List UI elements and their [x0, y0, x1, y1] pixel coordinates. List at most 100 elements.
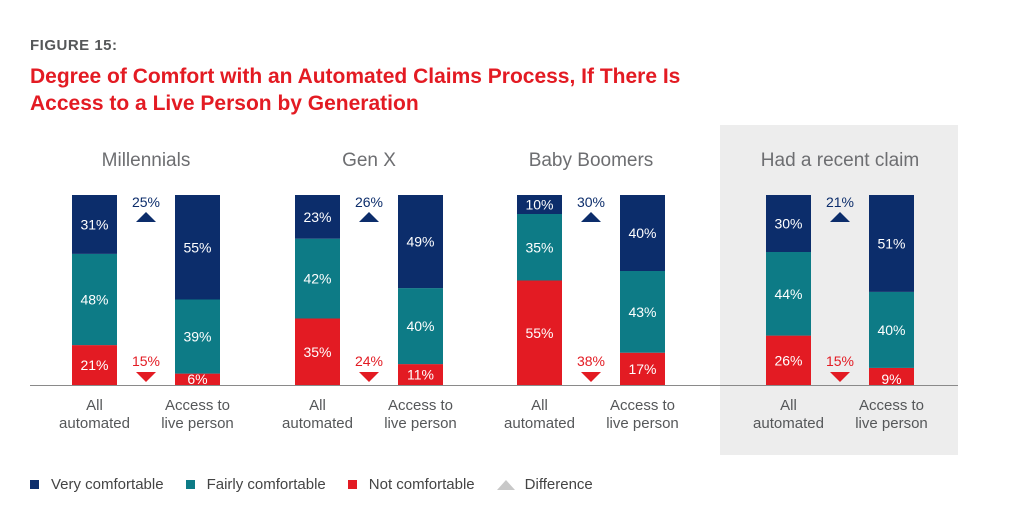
figure-label: FIGURE 15: [30, 37, 118, 54]
category-label: automated [282, 415, 353, 432]
difference-up-label: 30% [577, 194, 605, 210]
bar-segment-very [175, 195, 220, 300]
bar-segment-fairly [620, 271, 665, 353]
bar-segment-fairly [517, 214, 562, 281]
data-label-not: 35% [303, 344, 331, 360]
bar-segment-fairly [295, 238, 340, 319]
bar-segment-fairly [72, 253, 117, 346]
data-label-very: 55% [183, 239, 211, 255]
legend-difference: Difference [496, 476, 593, 493]
group-title: Gen X [342, 150, 396, 171]
bar-segment-not [295, 318, 340, 385]
data-label-very: 49% [406, 234, 434, 250]
category-label: Access to [165, 397, 230, 414]
data-label-not: 17% [628, 361, 656, 377]
bar-segment-not [72, 345, 117, 385]
difference-down-label: 15% [826, 353, 854, 369]
group-title: Baby Boomers [529, 150, 654, 171]
category-label: All [309, 397, 326, 414]
data-label-fairly: 42% [303, 271, 331, 287]
data-label-fairly: 35% [525, 239, 553, 255]
bar-segment-not [620, 352, 665, 385]
bar-segment-not [869, 367, 914, 385]
legend-very-comfortable: Very comfortable [30, 476, 164, 493]
bar-segment-not [517, 280, 562, 385]
category-label: automated [753, 415, 824, 432]
data-label-very: 23% [303, 209, 331, 225]
legend-label: Difference [524, 476, 593, 493]
category-label: live person [384, 415, 457, 432]
data-label-very: 51% [877, 235, 905, 251]
data-label-fairly: 39% [183, 329, 211, 345]
group-title: Millennials [102, 150, 191, 171]
category-label: live person [161, 415, 234, 432]
category-label: Access to [388, 397, 453, 414]
bar-segment-very [620, 195, 665, 271]
data-label-not: 55% [525, 325, 553, 341]
data-label-fairly: 43% [628, 304, 656, 320]
category-label: All [780, 397, 797, 414]
bar-segment-not [175, 373, 220, 385]
category-label: All [531, 397, 548, 414]
bar-segment-not [398, 364, 443, 385]
data-label-not: 6% [187, 371, 207, 387]
category-label: All [86, 397, 103, 414]
legend-fairly-comfortable: Fairly comfortable [185, 476, 326, 493]
bar-segment-fairly [869, 291, 914, 368]
difference-up-arrow [359, 212, 379, 222]
bar-segment-not [766, 335, 811, 385]
group-title: Had a recent claim [761, 150, 919, 171]
bar-segment-very [398, 195, 443, 289]
legend-swatch-not [347, 480, 357, 489]
data-label-fairly: 40% [877, 322, 905, 338]
data-label-very: 40% [628, 225, 656, 241]
legend-label: Fairly comfortable [206, 476, 326, 493]
category-label: Access to [859, 397, 924, 414]
data-label-not: 21% [80, 357, 108, 373]
legend-label: Very comfortable [51, 476, 164, 493]
data-label-not: 11% [407, 367, 434, 383]
bar-segment-very [517, 195, 562, 214]
legend-label: Not comfortable [368, 476, 475, 493]
category-label: automated [59, 415, 130, 432]
difference-up-arrow [136, 212, 156, 222]
category-label: Access to [610, 397, 675, 414]
difference-up-arrow [830, 212, 850, 222]
data-label-very: 31% [80, 216, 108, 232]
difference-down-arrow [581, 372, 601, 382]
bar-segment-very [766, 195, 811, 252]
highlight-panel [720, 125, 958, 455]
difference-up-label: 21% [826, 194, 854, 210]
triangle-icon [496, 479, 515, 490]
difference-down-arrow [830, 372, 850, 382]
bar-segment-very [295, 195, 340, 239]
data-label-very: 10% [525, 197, 553, 213]
data-label-not: 9% [881, 371, 901, 387]
difference-up-arrow [581, 212, 601, 222]
difference-down-label: 38% [577, 353, 605, 369]
bar-segment-fairly [175, 299, 220, 374]
difference-down-arrow [136, 372, 156, 382]
bar-segment-fairly [398, 288, 443, 365]
bar-segment-very [72, 195, 117, 254]
difference-down-label: 15% [132, 353, 160, 369]
data-label-not: 26% [774, 352, 802, 368]
legend-swatch-very [30, 480, 39, 489]
legend: Very comfortable Fairly comfortable Not … [30, 476, 615, 493]
data-label-fairly: 48% [80, 292, 108, 308]
category-label: live person [606, 415, 679, 432]
category-label: automated [504, 415, 575, 432]
difference-down-label: 24% [355, 353, 383, 369]
difference-up-label: 25% [132, 194, 160, 210]
bar-segment-fairly [766, 252, 811, 336]
data-label-very: 30% [774, 216, 802, 232]
legend-swatch-fairly [185, 480, 195, 489]
data-label-fairly: 40% [406, 318, 434, 334]
difference-down-arrow [359, 372, 379, 382]
data-label-fairly: 44% [774, 286, 802, 302]
legend-not-comfortable: Not comfortable [347, 476, 475, 493]
chart-title: Degree of Comfort with an Automated Clai… [30, 65, 681, 115]
bar-segment-very [869, 195, 914, 292]
category-label: live person [855, 415, 928, 432]
